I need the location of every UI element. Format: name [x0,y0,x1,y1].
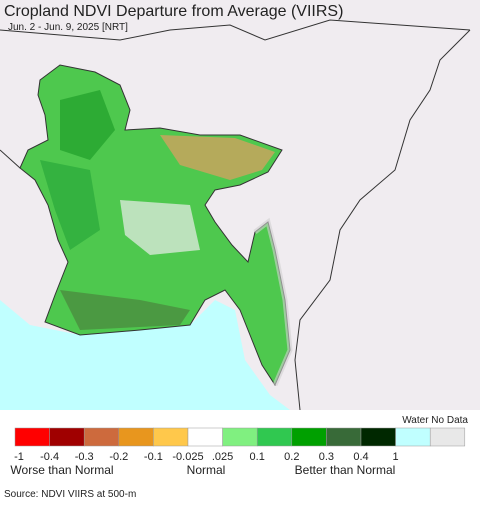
legend-swatch [187,427,223,447]
legend-tick-label: -0.1 [144,451,163,463]
legend-water-label: Water No Data [402,415,468,426]
bay-of-bengal [0,300,290,410]
legend-tick-label: 0.3 [319,451,334,463]
legend-tick-label: .025 [212,451,233,463]
legend-tick-label: -1 [14,451,24,463]
border [0,149,21,169]
legend-tick-label: -0.025 [172,451,203,463]
legend-tick-label: 0.2 [284,451,299,463]
legend-swatch [326,427,362,447]
legend-tick-label: 1 [393,451,399,463]
legend-group-label: Better than Normal [295,463,396,477]
legend-tick-label: 0.1 [250,451,265,463]
legend-swatch [49,427,85,447]
legend-group-label: Worse than Normal [10,463,113,477]
map-subtitle: Jun. 2 - Jun. 9, 2025 [NRT] [8,22,128,33]
map-patch [40,160,100,250]
map-patch [160,135,275,180]
legend-swatch [360,427,396,447]
map-patch [120,200,200,255]
legend-swatch [153,427,189,447]
border [294,29,471,411]
legend-swatch [118,427,154,447]
legend-swatch [291,427,327,447]
source-note: Source: NDVI VIIRS at 500-m [4,489,136,500]
legend-swatch [429,427,466,447]
legend-swatch [14,427,50,447]
legend-swatch [83,427,120,447]
map-patch [253,217,293,386]
legend-group-label: Normal [187,463,226,477]
map-title: Cropland NDVI Departure from Average (VI… [4,3,343,20]
border [0,19,471,41]
legend-swatch [256,427,293,447]
legend-tick-label: -0.4 [40,451,59,463]
legend-swatch [395,427,431,447]
legend-tick-label: -0.2 [109,451,128,463]
legend-tick-label: -0.3 [75,451,94,463]
map-patch [60,290,190,330]
legend-tick-label: 0.4 [353,451,368,463]
map-patch [60,90,115,160]
legend-swatch [222,427,258,447]
